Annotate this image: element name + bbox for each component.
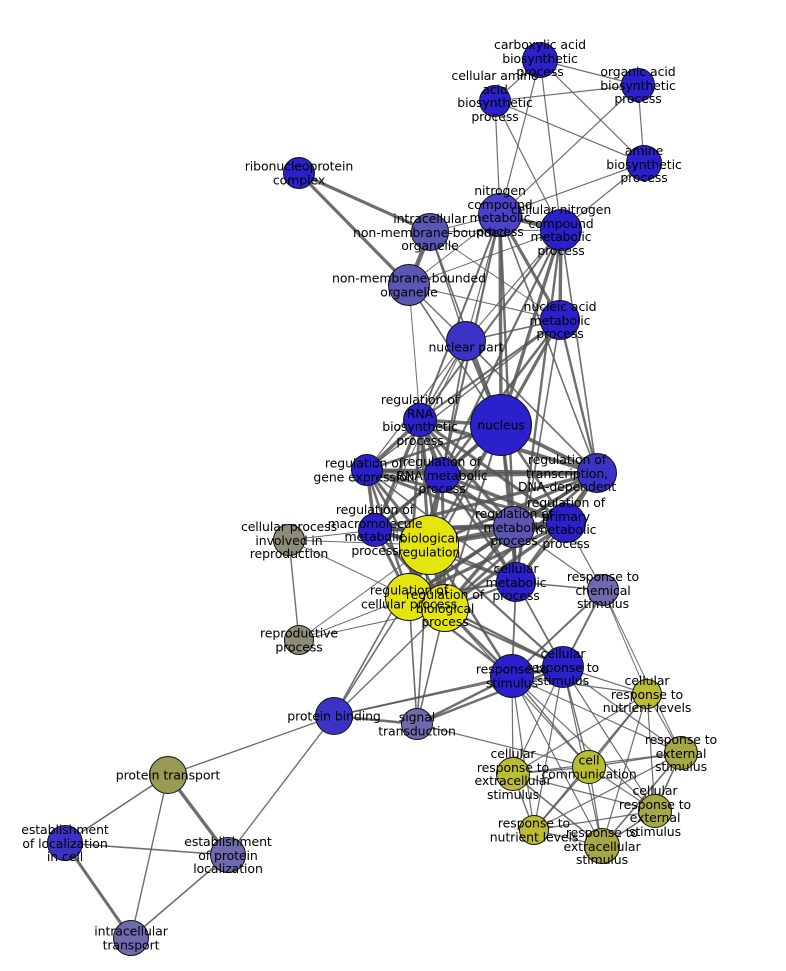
graph-node-cellular-response-extracellular-stimulus[interactable] <box>496 757 530 791</box>
graph-node-cellular-nitrogen-compound-met[interactable] <box>540 209 582 251</box>
graph-node-reg-bio-process[interactable] <box>421 584 469 632</box>
graph-node-reg-macromolecule-met[interactable] <box>358 513 392 547</box>
graph-node-response-nutrient-levels[interactable] <box>519 815 549 845</box>
graph-node-amine-bio[interactable] <box>626 145 662 181</box>
graph-node-signal-transduction[interactable] <box>401 708 433 740</box>
graph-node-cellular-response-nutrient-levels[interactable] <box>632 679 662 709</box>
graph-node-intracellular-transport[interactable] <box>113 920 149 956</box>
graph-node-nucleic-acid-met[interactable] <box>540 300 580 340</box>
graph-node-bio-regulation[interactable] <box>399 515 459 575</box>
graph-node-cellular-amino-acid-bio[interactable] <box>479 85 511 117</box>
graph-node-reg-rna-bio[interactable] <box>403 403 437 437</box>
graph-node-reg-metabolic[interactable] <box>493 506 535 548</box>
graph-node-cellular-metabolic[interactable] <box>496 562 536 602</box>
graph-node-cellular-response-external-stimulus[interactable] <box>638 794 672 828</box>
graph-node-reproductive-process[interactable] <box>284 625 314 655</box>
graph-node-reg-rna-met[interactable] <box>424 457 460 493</box>
graph-node-protein-transport[interactable] <box>149 756 187 794</box>
graph-node-response-chemical-stimulus[interactable] <box>587 574 619 606</box>
graph-node-nucleus[interactable] <box>470 394 532 456</box>
graph-node-protein-binding[interactable] <box>315 697 353 735</box>
graph-node-organic-acid-bio[interactable] <box>621 68 655 102</box>
graph-node-nuclear-part[interactable] <box>446 321 486 361</box>
graph-node-establishment-localization-cell[interactable] <box>47 825 83 861</box>
graph-node-response-external-stimulus[interactable] <box>664 736 698 770</box>
graph-node-ribonucleoprotein-complex[interactable] <box>283 157 315 189</box>
graph-node-carboxylic-acid-bio[interactable] <box>522 42 558 78</box>
graph-node-intracellular-non-membrane-organelle[interactable] <box>411 213 449 251</box>
graph-node-nitrogen-compound-met[interactable] <box>478 193 522 237</box>
graph-node-reg-primary-met[interactable] <box>546 503 586 543</box>
graph-node-reg-transcription-dna[interactable] <box>577 453 617 493</box>
graph-node-cellular-process-reproduction[interactable] <box>273 524 305 556</box>
graph-node-cell-communication[interactable] <box>572 750 606 784</box>
graph-node-cellular-response-stimulus[interactable] <box>542 646 584 688</box>
graph-node-response-stimulus[interactable] <box>490 654 534 698</box>
graph-node-response-extracellular-stimulus[interactable] <box>584 828 620 864</box>
graph-node-non-membrane-organelle[interactable] <box>388 264 430 306</box>
graph-node-establishment-protein-localization[interactable] <box>210 837 246 873</box>
graph-node-reg-gene-expression[interactable] <box>351 454 383 486</box>
